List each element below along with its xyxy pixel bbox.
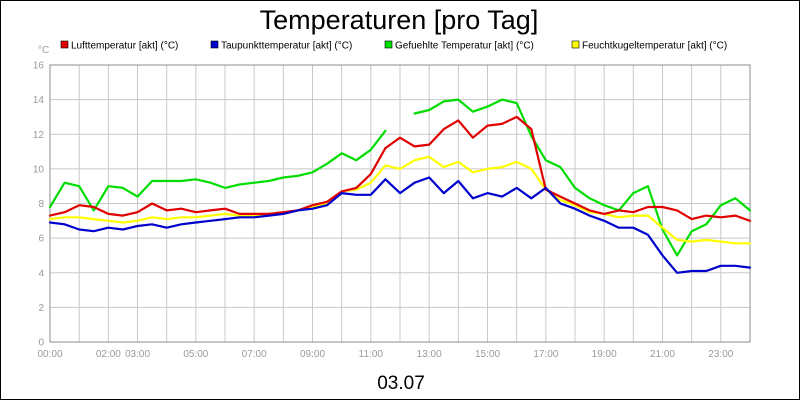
x-tick-label: 07:00 [242,349,267,360]
series-line [48,115,752,222]
x-tick-label: 23:00 [708,349,733,360]
series-0 [48,115,752,222]
y-tick-label: 12 [33,130,45,141]
series-2 [48,98,752,257]
x-tick-label: 03:00 [125,349,150,360]
x-tick-label: 21:00 [650,349,675,360]
series-line [48,129,387,212]
x-tick-label: 19:00 [592,349,617,360]
y-tick-label: 4 [38,268,44,279]
x-tick-label: 05:00 [183,349,208,360]
plot-frame [49,64,751,343]
legend-swatch [571,40,580,49]
y-tick-label: 6 [38,234,44,245]
x-tick-label: 15:00 [475,349,500,360]
series-3 [48,155,752,245]
y-tick-label: 2 [38,303,44,314]
x-tick-label: 13:00 [417,349,442,360]
chart-legend: Lufttemperatur [akt] (°C) Taupunkttempera… [60,40,727,52]
legend-entry-label: Lufttemperatur [akt] (°C) [71,41,178,52]
series-line [48,155,752,245]
series-line [413,98,752,257]
legend-swatch [60,40,69,49]
x-tick-label: 00:00 [37,349,62,360]
x-tick-label: 11:00 [359,349,384,360]
y-tick-label: 8 [38,199,44,210]
legend-entry-label: Gefuehlte Temperatur [akt] (°C) [395,41,534,52]
y-tick-label: 0 [38,338,44,349]
series-line [48,176,752,274]
legend-entry-label: Feuchtkugeltemperatur [akt] (°C) [582,41,727,52]
x-tick-label: 17:00 [533,349,558,360]
x-tick-label: 02:00 [96,349,121,360]
x-tick-label: 09:00 [300,349,325,360]
y-tick-label: 10 [33,164,45,175]
y-tick-label: 16 [33,61,45,72]
legend-swatch [210,40,219,49]
plot-area: 0 2 4 6 8 10 12 14 16 00:00 02:00 03:00 05:00 07:00 09… [33,61,752,360]
legend-entry-label: Taupunkttemperatur [akt] (°C) [221,41,352,52]
legend-swatch [384,40,393,49]
y-tick-label: 14 [33,95,45,106]
y-axis-unit-label: °C [38,45,49,56]
series-1 [48,176,752,274]
chart-title: Temperaturen [pro Tag] [260,5,539,35]
chart-date-label: 03.07 [377,373,425,394]
